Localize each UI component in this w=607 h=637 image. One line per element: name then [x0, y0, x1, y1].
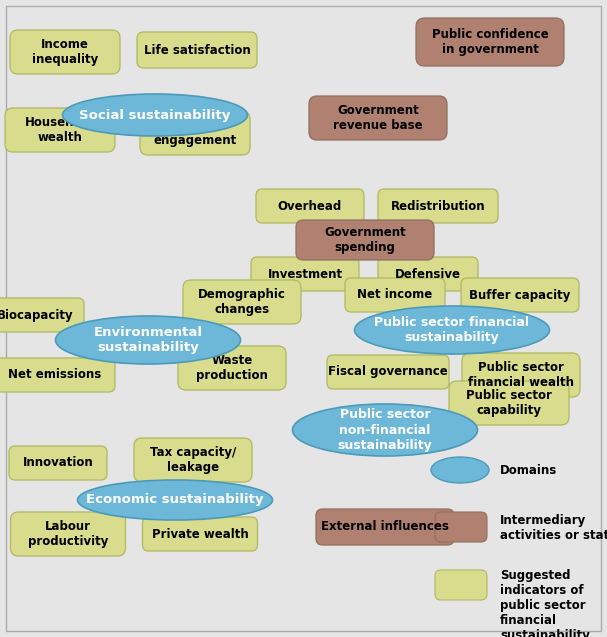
Text: Private wealth: Private wealth	[152, 527, 248, 541]
Text: Net income: Net income	[358, 289, 433, 301]
FancyBboxPatch shape	[256, 189, 364, 223]
FancyBboxPatch shape	[462, 353, 580, 397]
Text: Government
revenue base: Government revenue base	[333, 104, 423, 132]
FancyBboxPatch shape	[378, 189, 498, 223]
Ellipse shape	[354, 306, 549, 354]
FancyBboxPatch shape	[10, 512, 126, 556]
Ellipse shape	[78, 480, 273, 520]
FancyBboxPatch shape	[134, 438, 252, 482]
FancyBboxPatch shape	[309, 96, 447, 140]
Text: Public sector
financial wealth: Public sector financial wealth	[468, 361, 574, 389]
Text: Tax capacity/
leakage: Tax capacity/ leakage	[150, 446, 236, 474]
Ellipse shape	[431, 457, 489, 483]
FancyBboxPatch shape	[461, 278, 579, 312]
FancyBboxPatch shape	[435, 570, 487, 600]
Text: Intermediary
activities or states: Intermediary activities or states	[500, 514, 607, 542]
FancyBboxPatch shape	[0, 358, 115, 392]
Text: Public confidence
in government: Public confidence in government	[432, 28, 548, 56]
Text: Fiscal governance: Fiscal governance	[328, 366, 448, 378]
Text: Innovation: Innovation	[22, 457, 93, 469]
Text: Redistribution: Redistribution	[391, 199, 486, 213]
Text: Buffer capacity: Buffer capacity	[469, 289, 571, 301]
FancyBboxPatch shape	[137, 32, 257, 68]
FancyBboxPatch shape	[178, 346, 286, 390]
Text: Environmental
sustainability: Environmental sustainability	[93, 326, 203, 354]
Text: External influences: External influences	[321, 520, 449, 534]
Text: Income
inequality: Income inequality	[32, 38, 98, 66]
FancyBboxPatch shape	[0, 298, 84, 332]
FancyBboxPatch shape	[143, 517, 257, 551]
Text: Civic
engagement: Civic engagement	[154, 119, 237, 147]
Text: Life satisfaction: Life satisfaction	[144, 43, 250, 57]
Text: Overhead: Overhead	[278, 199, 342, 213]
Text: Net emissions: Net emissions	[8, 368, 101, 382]
FancyBboxPatch shape	[435, 512, 487, 542]
Text: Public sector
non-financial
sustainability: Public sector non-financial sustainabili…	[337, 408, 432, 452]
FancyBboxPatch shape	[5, 108, 115, 152]
FancyBboxPatch shape	[9, 446, 107, 480]
Ellipse shape	[55, 316, 240, 364]
Text: Social sustainability: Social sustainability	[80, 108, 231, 122]
Ellipse shape	[63, 94, 248, 136]
Ellipse shape	[293, 404, 478, 456]
FancyBboxPatch shape	[296, 220, 434, 260]
Text: Defensive: Defensive	[395, 268, 461, 280]
Text: Public sector
capability: Public sector capability	[466, 389, 552, 417]
Text: Waste
production: Waste production	[196, 354, 268, 382]
FancyBboxPatch shape	[449, 381, 569, 425]
Text: Economic sustainability: Economic sustainability	[86, 494, 264, 506]
Text: Household
wealth: Household wealth	[25, 116, 95, 144]
Text: Domains: Domains	[500, 464, 557, 476]
FancyBboxPatch shape	[378, 257, 478, 291]
Text: Public sector financial
sustainability: Public sector financial sustainability	[375, 316, 529, 344]
Text: Investment: Investment	[268, 268, 342, 280]
Text: Demographic
changes: Demographic changes	[198, 288, 286, 316]
FancyBboxPatch shape	[10, 30, 120, 74]
FancyBboxPatch shape	[316, 509, 454, 545]
Text: Biocapacity: Biocapacity	[0, 308, 73, 322]
FancyBboxPatch shape	[251, 257, 359, 291]
FancyBboxPatch shape	[140, 111, 250, 155]
FancyBboxPatch shape	[327, 355, 449, 389]
FancyBboxPatch shape	[183, 280, 301, 324]
Text: Suggested
indicators of
public sector
financial
sustainability: Suggested indicators of public sector fi…	[500, 569, 590, 637]
FancyBboxPatch shape	[345, 278, 445, 312]
Text: Government
spending: Government spending	[324, 226, 406, 254]
Text: Labour
productivity: Labour productivity	[28, 520, 108, 548]
FancyBboxPatch shape	[416, 18, 564, 66]
